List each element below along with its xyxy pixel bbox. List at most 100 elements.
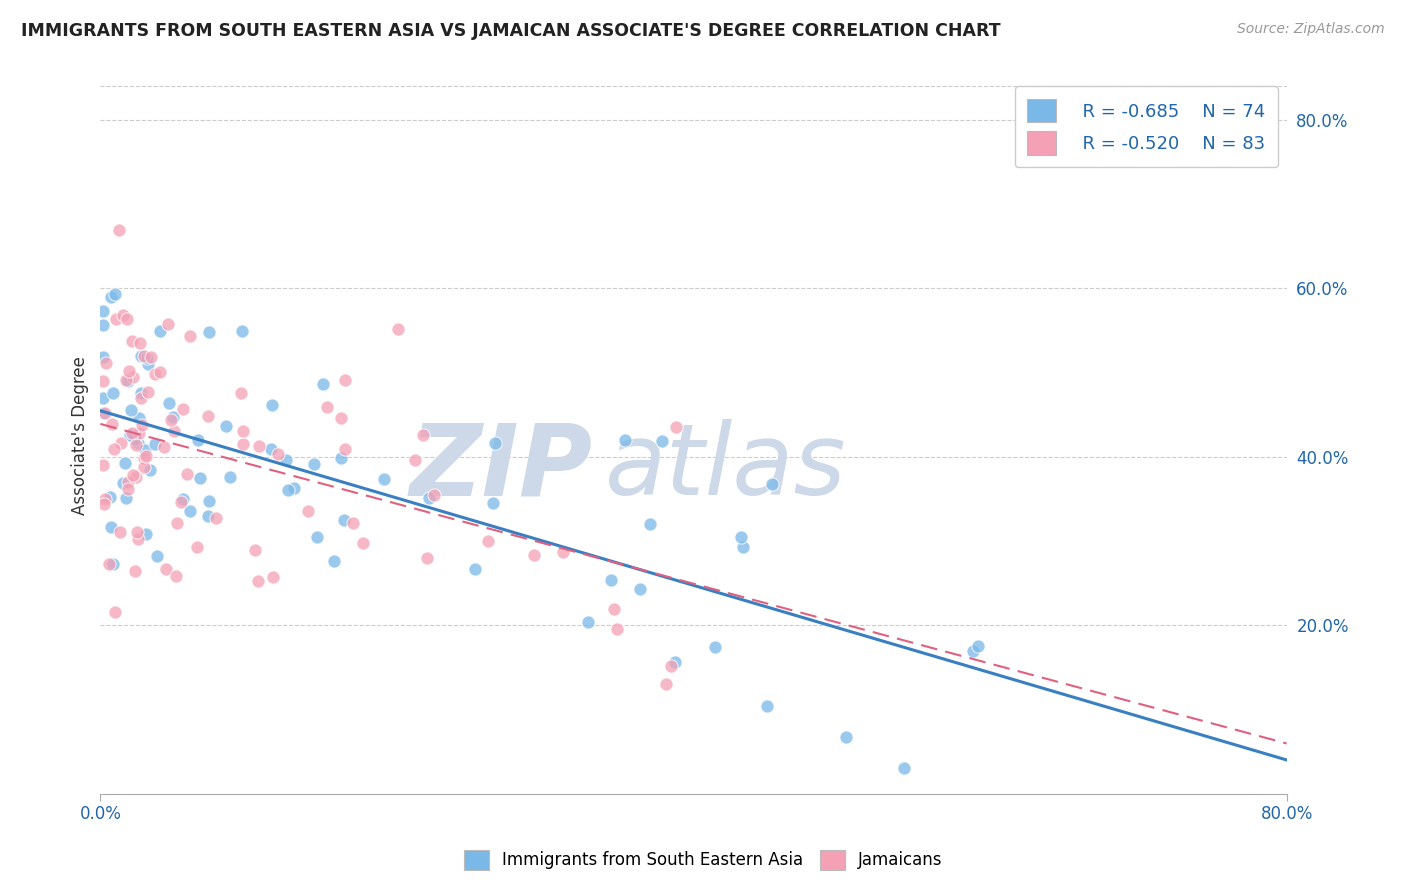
Point <box>93 497 115 511</box>
Point <box>91 318 114 332</box>
Point <box>124 564 146 578</box>
Point <box>297 504 319 518</box>
Point <box>179 503 201 517</box>
Point <box>188 471 211 485</box>
Point <box>135 449 157 463</box>
Point <box>125 438 148 452</box>
Point <box>247 439 270 453</box>
Point <box>143 437 166 451</box>
Point <box>108 223 131 237</box>
Point <box>276 453 298 467</box>
Point <box>197 494 219 508</box>
Point <box>131 417 153 432</box>
Point <box>304 458 326 472</box>
Point <box>231 324 253 338</box>
Point <box>136 384 159 399</box>
Text: IMMIGRANTS FROM SOUTH EASTERN ASIA VS JAMAICAN ASSOCIATE'S DEGREE CORRELATION CH: IMMIGRANTS FROM SOUTH EASTERN ASIA VS JA… <box>21 22 1001 40</box>
Point <box>124 432 146 446</box>
Point <box>187 434 209 448</box>
Point <box>134 349 156 363</box>
Point <box>232 424 254 438</box>
Point <box>91 406 114 420</box>
Point <box>131 391 153 405</box>
Point <box>659 658 682 673</box>
Point <box>967 639 990 653</box>
Point <box>172 492 194 507</box>
Point <box>121 425 143 440</box>
Point <box>117 312 139 326</box>
Point <box>120 403 142 417</box>
Point <box>97 558 120 572</box>
Point <box>129 336 152 351</box>
Point <box>91 392 114 406</box>
Point <box>482 496 505 510</box>
Point <box>91 374 114 388</box>
Point <box>333 373 356 387</box>
Point <box>103 442 125 456</box>
Point <box>197 508 219 523</box>
Point <box>599 574 621 588</box>
Point <box>640 517 662 532</box>
Point <box>477 534 499 549</box>
Point <box>94 406 117 420</box>
Point <box>423 488 446 502</box>
Point <box>730 531 752 545</box>
Point <box>333 513 356 527</box>
Point <box>100 289 122 303</box>
Point <box>169 494 191 508</box>
Point <box>333 442 356 456</box>
Point <box>129 386 152 401</box>
Point <box>155 562 177 576</box>
Point <box>352 536 374 550</box>
Point <box>157 396 180 410</box>
Point <box>125 470 148 484</box>
Point <box>179 329 201 343</box>
Text: atlas: atlas <box>605 419 846 516</box>
Point <box>613 434 636 448</box>
Point <box>153 440 176 454</box>
Point <box>464 562 486 576</box>
Point <box>125 524 148 539</box>
Point <box>835 730 858 744</box>
Point <box>315 400 337 414</box>
Point <box>307 530 329 544</box>
Point <box>104 312 127 326</box>
Point <box>117 482 139 496</box>
Point <box>108 524 131 539</box>
Point <box>160 412 183 426</box>
Point <box>166 516 188 530</box>
Point <box>756 699 779 714</box>
Point <box>139 351 162 365</box>
Point <box>135 351 157 366</box>
Point <box>387 322 409 336</box>
Point <box>117 475 139 490</box>
Point <box>128 426 150 441</box>
Point <box>163 424 186 438</box>
Point <box>606 622 628 636</box>
Point <box>172 402 194 417</box>
Point <box>484 436 506 450</box>
Point <box>893 761 915 775</box>
Point <box>94 491 117 506</box>
Point <box>664 655 686 669</box>
Point <box>704 640 727 654</box>
Point <box>186 540 208 554</box>
Point <box>143 368 166 382</box>
Point <box>218 469 240 483</box>
Point <box>115 373 138 387</box>
Text: Source: ZipAtlas.com: Source: ZipAtlas.com <box>1237 22 1385 37</box>
Point <box>523 548 546 562</box>
Point <box>146 549 169 564</box>
Point <box>373 471 395 485</box>
Point <box>312 376 335 391</box>
Point <box>100 520 122 534</box>
Point <box>128 410 150 425</box>
Point <box>103 557 125 571</box>
Legend:   R = -0.685    N = 74,   R = -0.520    N = 83: R = -0.685 N = 74, R = -0.520 N = 83 <box>1015 87 1278 167</box>
Point <box>329 411 352 425</box>
Point <box>602 602 624 616</box>
Point <box>94 355 117 369</box>
Point <box>229 386 252 401</box>
Point <box>322 554 344 568</box>
Point <box>342 516 364 530</box>
